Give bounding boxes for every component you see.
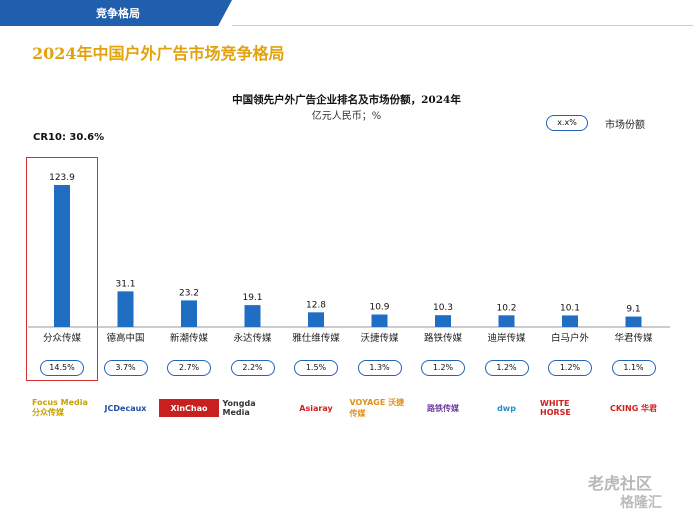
bar (435, 315, 451, 327)
bar-value-label: 31.1 (115, 279, 135, 289)
watermark-text-2: 格隆汇 (620, 495, 662, 511)
market-share-pill: 3.7% (103, 360, 148, 376)
market-share-pill: 2.2% (230, 360, 275, 376)
market-share-pill: 1.2% (548, 360, 592, 376)
white-horse-logo: WHITE HORSE (540, 399, 571, 417)
category-label: 永达传媒 (233, 332, 272, 344)
yongda-media-logo: Yongda Media (222, 399, 256, 417)
leader-highlight-box (26, 157, 98, 381)
category-label: 雅仕维传媒 (292, 332, 340, 344)
category-label: 白马户外 (551, 332, 590, 344)
bar (562, 315, 578, 327)
category-label: 路铁传媒 (424, 332, 463, 344)
bar-value-label: 9.1 (626, 305, 640, 315)
market-share-pill: 14.5% (40, 360, 84, 376)
category-label: 分众传媒 (43, 332, 82, 344)
bar (117, 291, 134, 327)
legend-share-label: 市场份额 (605, 120, 645, 131)
bar (308, 312, 324, 327)
xinchao-logo: XinChao (159, 399, 219, 417)
bar (498, 315, 515, 327)
bar-value-label: 10.1 (560, 303, 580, 313)
market-share-pill: 1.1% (611, 360, 656, 376)
bar-value-label: 10.9 (369, 303, 389, 313)
asiaray-logo: Asiaray (299, 403, 333, 413)
bar (625, 316, 642, 327)
bar-value-label: 10.2 (496, 303, 516, 313)
category-label: 新潮传媒 (170, 332, 209, 344)
lutie-media-logo: 路铁传媒 (427, 403, 459, 413)
cr10-label: CR10: 30.6% (33, 132, 105, 143)
category-label: 沃捷传媒 (360, 332, 399, 344)
market-share-pill: 1.3% (357, 360, 402, 376)
bar (371, 314, 388, 327)
chart-unit-label: 亿元人民币；% (311, 111, 382, 122)
legend-share-pill: x.x% (546, 115, 588, 131)
cking-logo: CKING 华君 (609, 403, 658, 413)
category-label: 德高中国 (106, 332, 144, 344)
category-label: 迪岸传媒 (487, 332, 526, 344)
focus-media-logo: Focus Media 分众传媒 (32, 398, 88, 417)
jcdecaux-logo: JCDecaux (104, 403, 147, 413)
bar-value-label: 10.3 (433, 303, 453, 313)
market-share-pill: 1.5% (294, 360, 338, 376)
page-title: 2024年中国户外广告市场竞争格局 (32, 44, 285, 63)
bar-value-label: 19.1 (242, 293, 262, 303)
market-share-pill: 2.7% (167, 360, 211, 376)
bar-value-label: 123.9 (49, 173, 75, 183)
header-tag: 竞争格局 (96, 7, 140, 20)
bar-value-label: 12.8 (306, 300, 326, 310)
category-label: 华君传媒 (614, 332, 653, 344)
header-divider (232, 25, 693, 26)
bar-value-label: 23.2 (179, 288, 199, 298)
market-share-pill: 1.2% (484, 360, 529, 376)
bar (54, 185, 70, 327)
chart-title: 中国领先户外广告企业排名及市场份额，2024年 (232, 94, 461, 106)
header-bar (0, 0, 232, 26)
market-share-pill: 1.2% (421, 360, 465, 376)
dwp-logo: dwp (497, 403, 516, 413)
voyage-logo: VOYAGE 沃捷传媒 (349, 398, 405, 418)
bar (244, 305, 261, 327)
bar (181, 300, 197, 327)
watermark-text: 老虎社区 (588, 474, 653, 493)
